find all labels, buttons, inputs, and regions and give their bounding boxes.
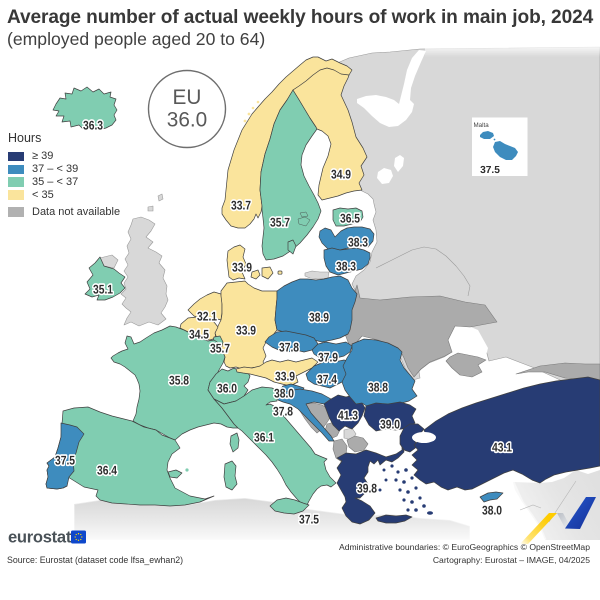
svg-text:36.0: 36.0: [167, 109, 207, 132]
svg-text:39.0: 39.0: [380, 418, 400, 432]
svg-text:35.8: 35.8: [169, 374, 189, 388]
svg-text:36.1: 36.1: [254, 431, 274, 445]
svg-text:38.0: 38.0: [274, 387, 294, 401]
svg-text:33.9: 33.9: [236, 324, 256, 338]
svg-text:34.9: 34.9: [331, 168, 351, 182]
svg-text:38.3: 38.3: [336, 260, 356, 274]
svg-text:eurostat: eurostat: [8, 528, 72, 547]
svg-text:38.3: 38.3: [348, 236, 368, 250]
svg-text:33.7: 33.7: [231, 199, 251, 213]
svg-text:Malta: Malta: [474, 122, 490, 129]
svg-text:37.8: 37.8: [279, 341, 299, 355]
svg-text:37.4: 37.4: [317, 373, 337, 387]
svg-text:EU: EU: [173, 86, 202, 109]
svg-text:37.5: 37.5: [299, 513, 319, 527]
svg-text:37.5: 37.5: [55, 454, 75, 468]
svg-text:37.5: 37.5: [480, 165, 500, 176]
svg-text:35.7: 35.7: [210, 342, 230, 356]
svg-text:41.3: 41.3: [338, 409, 358, 423]
svg-text:34.5: 34.5: [189, 328, 209, 342]
svg-text:37.9: 37.9: [318, 351, 338, 365]
svg-text:35.1: 35.1: [93, 283, 113, 297]
svg-text:36.3: 36.3: [83, 119, 103, 133]
svg-text:36.5: 36.5: [340, 212, 360, 226]
svg-text:38.8: 38.8: [368, 381, 388, 395]
svg-text:33.9: 33.9: [232, 261, 252, 275]
svg-text:36.0: 36.0: [217, 382, 237, 396]
svg-text:38.0: 38.0: [482, 504, 502, 518]
svg-text:35.7: 35.7: [270, 216, 290, 230]
svg-text:33.9: 33.9: [275, 370, 295, 384]
svg-text:32.1: 32.1: [197, 310, 217, 324]
svg-text:43.1: 43.1: [492, 441, 512, 455]
svg-text:37.8: 37.8: [273, 405, 293, 419]
svg-text:36.4: 36.4: [97, 464, 117, 478]
svg-text:38.9: 38.9: [309, 311, 329, 325]
svg-text:39.8: 39.8: [357, 482, 377, 496]
